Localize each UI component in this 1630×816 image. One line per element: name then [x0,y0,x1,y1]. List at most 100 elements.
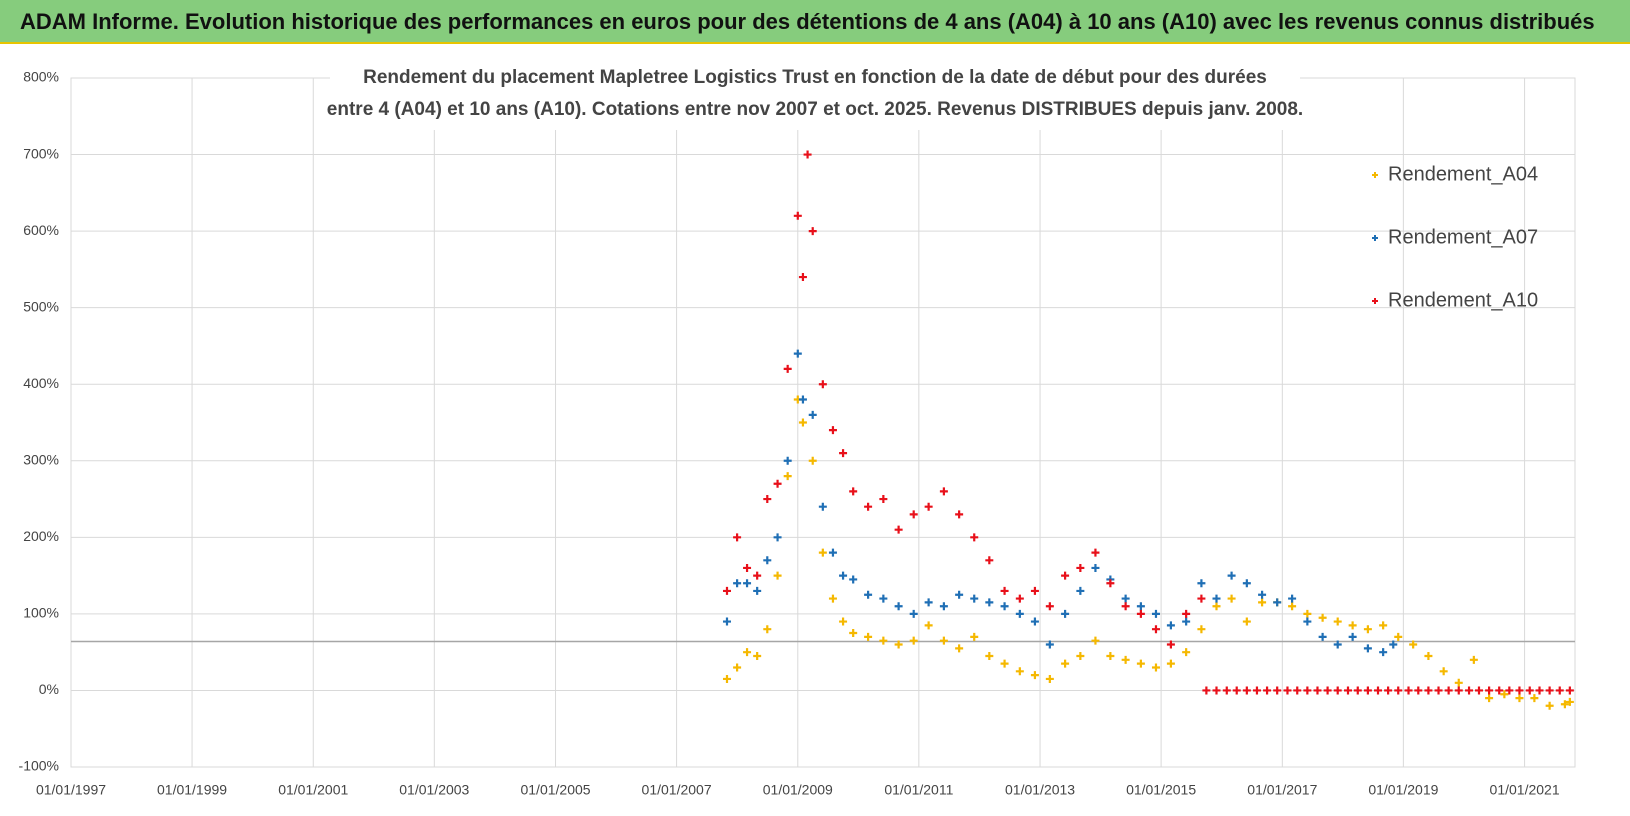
point [1151,625,1160,634]
point [1151,609,1160,618]
point [1121,594,1130,603]
x-tick-label: 01/01/2013 [1005,782,1075,798]
x-tick-label: 01/01/2019 [1368,782,1438,798]
x-tick-label: 01/01/2017 [1247,782,1317,798]
chart-title: entre 4 (A04) et 10 ans (A10). Cotations… [327,99,1303,120]
point [1000,586,1009,595]
point [1242,579,1251,588]
point [1166,621,1175,630]
point [1404,686,1413,695]
point [909,510,918,519]
point [1288,594,1297,603]
point [1560,700,1569,709]
point [743,648,752,657]
point [839,449,848,458]
point [1015,667,1024,676]
point [722,586,731,595]
point [1434,686,1443,695]
point [1303,686,1312,695]
point [818,502,827,511]
point [939,602,948,611]
point [1424,686,1433,695]
point [1258,598,1267,607]
y-tick-label: 100% [23,605,59,621]
point [1384,686,1393,695]
point [1505,686,1514,695]
point [1076,651,1085,660]
point [1197,594,1206,603]
point [1106,579,1115,588]
x-tick-label: 01/01/2005 [520,782,590,798]
point [1030,586,1039,595]
point [783,472,792,481]
point [818,380,827,389]
point [1273,598,1282,607]
point [798,273,807,282]
chart: -100% 0% 100% 200% 300% 400% 500% 600% 700% 800% 0… [19,58,1576,798]
x-tick-label: 01/01/1997 [36,782,106,798]
y-tick-label: 200% [23,528,59,544]
point [1485,686,1494,695]
point [1454,678,1463,687]
point [985,598,994,607]
point [1212,602,1221,611]
point [1353,686,1362,695]
point [1485,694,1494,703]
point [1061,659,1070,668]
point [1535,686,1544,695]
point [1136,659,1145,668]
point [798,395,807,404]
point [1212,594,1221,603]
point [1515,694,1524,703]
point [985,556,994,565]
point [722,674,731,683]
title-bg [330,58,1300,130]
point [828,426,837,435]
x-tick-label: 01/01/2011 [884,782,953,798]
point [1227,571,1236,580]
point [1439,667,1448,676]
point [1076,586,1085,595]
point [1348,621,1357,630]
point [924,621,933,630]
point [1530,694,1539,703]
point [1318,613,1327,622]
point [1242,617,1251,626]
point [1555,686,1564,695]
point [1151,663,1160,672]
point [1015,594,1024,603]
point [839,571,848,580]
point [793,211,802,220]
point [909,636,918,645]
point [1424,651,1433,660]
point [1363,686,1372,695]
y-tick-label: -100% [19,758,59,774]
point [839,617,848,626]
point [1136,602,1145,611]
point [1091,548,1100,557]
point [879,636,888,645]
x-tick-label: 01/01/2003 [399,782,469,798]
point [970,594,979,603]
point [924,598,933,607]
point [783,456,792,465]
point [1394,632,1403,641]
point [1313,686,1322,695]
point [753,571,762,580]
x-tick-label: 01/01/1999 [157,782,227,798]
point [894,602,903,611]
point [1474,686,1483,695]
point [763,495,772,504]
point [1045,640,1054,649]
point [808,456,817,465]
point [1182,617,1191,626]
point [1394,686,1403,695]
y-tick-label: 600% [23,222,59,238]
chart-title: Rendement du placement Mapletree Logisti… [363,67,1267,88]
point [733,579,742,588]
legend-marker [1372,235,1378,241]
point [828,548,837,557]
point [1258,590,1267,599]
point [1379,621,1388,630]
